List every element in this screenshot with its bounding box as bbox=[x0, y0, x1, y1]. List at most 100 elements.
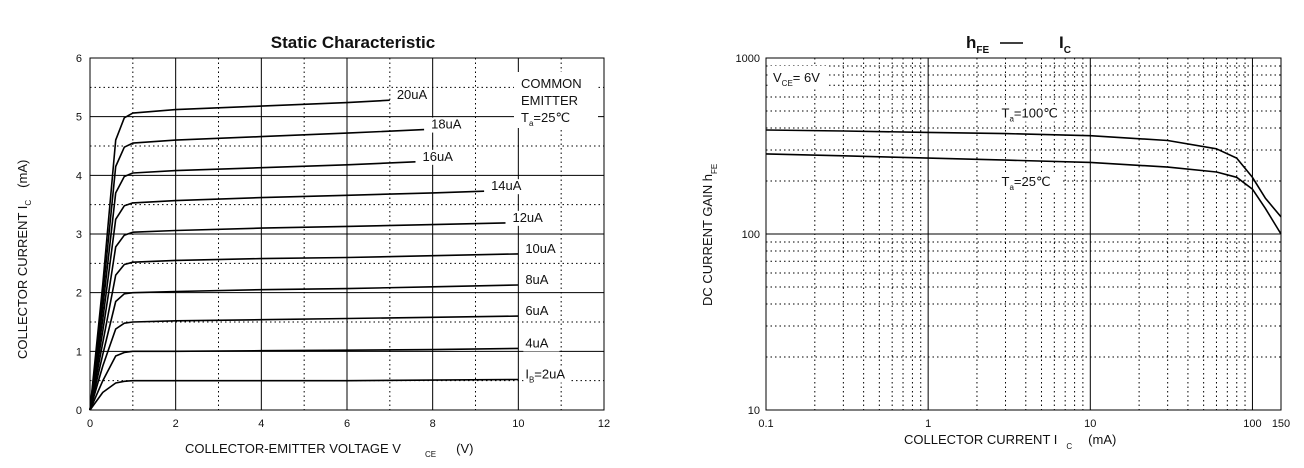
x-tick-label: 2 bbox=[173, 418, 179, 430]
curve-label: 10uA bbox=[525, 241, 556, 256]
curve-label-bg bbox=[523, 367, 572, 383]
curve-label-sub: a bbox=[1009, 115, 1014, 124]
curve-label-main: 8uA bbox=[525, 272, 548, 287]
curves-log bbox=[765, 129, 1282, 235]
curve-label: 18uA bbox=[431, 117, 462, 132]
annotation-line3: Ta=25℃ bbox=[521, 110, 570, 128]
curve-label-main: 16uA bbox=[423, 149, 454, 164]
y-tick-label: 4 bbox=[76, 170, 82, 182]
curve-label-bg bbox=[510, 210, 547, 226]
curve-label-main: 14uA bbox=[491, 178, 522, 193]
curve-label: 12uA bbox=[512, 210, 543, 225]
curve-label-bg bbox=[523, 273, 560, 289]
y-axis-label-sub: C bbox=[24, 200, 33, 206]
curve-ib-7 bbox=[89, 161, 416, 411]
curve-labels-log: Ta=100℃Ta=25℃ bbox=[999, 104, 1062, 192]
curve-ib-8 bbox=[89, 128, 425, 411]
x-tick-label: 10 bbox=[512, 418, 524, 430]
x-axis-label-log-sub: C bbox=[1066, 442, 1072, 451]
title-part1-main: h bbox=[966, 33, 976, 52]
x-tick-labels-log: 0.1 1 10 100 150 bbox=[758, 418, 1290, 430]
curve-label-main: 20uA bbox=[397, 87, 428, 102]
y-tick-label: 6 bbox=[76, 53, 82, 65]
x-axis-label-log: COLLECTOR CURRENT I C (mA) bbox=[904, 432, 1116, 451]
curve-label-main: T bbox=[1002, 174, 1010, 189]
x-tick-label: 6 bbox=[344, 418, 350, 430]
curve-ib-0 bbox=[89, 378, 519, 411]
y-axis-label-log: DC CURRENT GAIN hFE bbox=[700, 164, 719, 306]
annotation-vce-rest: = 6V bbox=[793, 70, 820, 85]
curve-label-bg bbox=[523, 241, 560, 257]
curve-ib-1 bbox=[89, 347, 519, 411]
annotation-line1: COMMON bbox=[521, 76, 582, 91]
curve-label: 14uA bbox=[491, 178, 522, 193]
curve-label: IB=2uA bbox=[525, 366, 565, 384]
curve-label: Ta=25℃ bbox=[1002, 174, 1051, 192]
curve-ib-5 bbox=[89, 222, 506, 411]
annotation-line3-rest: =25℃ bbox=[533, 110, 570, 125]
curve-temp-1 bbox=[765, 153, 1282, 235]
x-axis-label-sub: CE bbox=[425, 450, 436, 459]
curve-label-bg bbox=[420, 149, 457, 165]
curve-label: 16uA bbox=[423, 149, 454, 164]
x-axis-label-log-unit: (mA) bbox=[1088, 432, 1116, 447]
curve-label-rest: =100℃ bbox=[1014, 106, 1058, 121]
curve-label-sub: a bbox=[1009, 183, 1014, 192]
y-axis-label-unit: (mA) bbox=[15, 160, 30, 188]
x-tick-label: 10 bbox=[1084, 418, 1096, 430]
x-axis-label-main: COLLECTOR-EMITTER VOLTAGE V bbox=[185, 441, 401, 456]
y-axis-label-log-sub: FE bbox=[710, 164, 719, 174]
y-tick-label: 3 bbox=[76, 229, 82, 241]
annotation-vce-sub: CE bbox=[782, 79, 793, 88]
curve-label-main: T bbox=[1002, 106, 1010, 121]
curve-label-bg bbox=[523, 336, 560, 352]
curve-label-bg bbox=[489, 179, 526, 195]
curve-ib-9 bbox=[89, 99, 390, 411]
chart-title: Static Characteristic bbox=[271, 33, 435, 52]
curve-temp-0 bbox=[765, 129, 1282, 218]
x-tick-label: 100 bbox=[1243, 418, 1261, 430]
annotation-vce-text: VCE= 6V bbox=[773, 70, 820, 88]
y-tick-label: 0 bbox=[76, 405, 82, 417]
y-tick-label: 1 bbox=[76, 346, 82, 358]
x-axis-label: COLLECTOR-EMITTER VOLTAGE V CE (V) bbox=[185, 441, 473, 459]
annotation-bg bbox=[514, 72, 598, 128]
y-axis-label-log-main: DC CURRENT GAIN h bbox=[700, 174, 715, 306]
y-tick-labels: 0 1 2 3 4 5 6 bbox=[76, 53, 82, 417]
curve-ib-6 bbox=[89, 190, 485, 411]
curve-label: 8uA bbox=[525, 272, 548, 287]
curve-label-rest: =25℃ bbox=[1014, 174, 1051, 189]
curve-label-bg bbox=[999, 104, 1062, 122]
curve-label-main: 4uA bbox=[525, 335, 548, 350]
annotation-common-emitter: COMMON EMITTER Ta=25℃ bbox=[514, 72, 598, 128]
x-axis-label-unit: (V) bbox=[456, 441, 473, 456]
chart-title-hfe: hFE bbox=[966, 33, 989, 56]
curve-ib-3 bbox=[89, 284, 519, 411]
x-tick-label: 150 bbox=[1272, 418, 1290, 430]
curve-label: 6uA bbox=[525, 303, 548, 318]
y-tick-label: 100 bbox=[742, 229, 760, 241]
annotation-line3-main: T bbox=[521, 110, 529, 125]
curve-label: Ta=100℃ bbox=[1002, 106, 1058, 124]
annotation-vce-bg bbox=[770, 66, 828, 88]
curve-ib-2 bbox=[89, 315, 519, 411]
y-tick-label: 10 bbox=[748, 405, 760, 417]
x-tick-label: 12 bbox=[598, 418, 610, 430]
annotation-vce-main: V bbox=[773, 70, 782, 85]
curve-label-bg bbox=[523, 304, 560, 320]
curve-label-sub: B bbox=[529, 375, 534, 384]
x-tick-label: 4 bbox=[258, 418, 264, 430]
title-part2-sub: C bbox=[1064, 45, 1071, 56]
curve-label-main: 12uA bbox=[512, 210, 543, 225]
curve-label-main: I bbox=[525, 366, 529, 381]
y-axis-label-main: COLLECTOR CURRENT I bbox=[15, 206, 30, 359]
curve-label: 4uA bbox=[525, 335, 548, 350]
y-axis-label: COLLECTOR CURRENT IC (mA) bbox=[15, 160, 33, 359]
title-part1-sub: FE bbox=[976, 45, 989, 56]
curves bbox=[89, 99, 519, 411]
y-tick-label: 2 bbox=[76, 288, 82, 300]
curve-label-bg bbox=[999, 173, 1062, 191]
x-axis-label-log-main: COLLECTOR CURRENT I bbox=[904, 432, 1057, 447]
